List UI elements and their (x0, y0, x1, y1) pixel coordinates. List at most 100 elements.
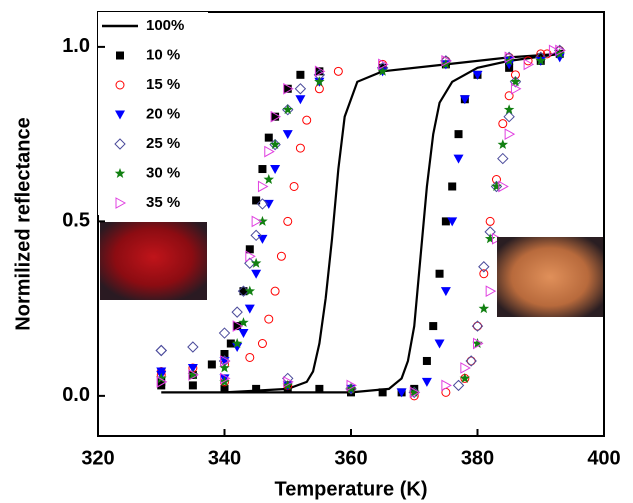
marker-square (454, 130, 463, 139)
y-tick-label: 0.0 (62, 384, 90, 406)
marker-star (238, 317, 249, 328)
marker-diamond (497, 152, 509, 165)
marker-square (315, 384, 324, 393)
legend-label: 25 % (146, 135, 180, 152)
marker-triangle (270, 110, 282, 123)
marker-circle (264, 314, 274, 324)
marker-square (283, 84, 292, 93)
marker-diamond (465, 355, 477, 367)
marker-diamond (478, 261, 490, 273)
marker-circle (485, 216, 495, 226)
marker-star (510, 76, 521, 87)
marker-star (263, 174, 275, 184)
legend-box (98, 12, 208, 215)
marker-circle (245, 352, 255, 362)
marker-circle (302, 115, 312, 125)
marker-triangle (491, 232, 503, 245)
marker-square (271, 112, 280, 121)
marker-circle (473, 321, 482, 331)
marker-square (315, 67, 324, 76)
marker-diamond (256, 198, 269, 210)
marker-diamond (155, 344, 167, 357)
marker-circle (283, 216, 293, 226)
marker-triangle (283, 82, 294, 95)
marker-star (269, 139, 281, 150)
marker-star (478, 303, 490, 314)
inset-photo-red (100, 222, 207, 300)
marker-star (377, 65, 388, 76)
marker-triangle (115, 110, 125, 120)
marker-triangle (295, 95, 306, 105)
marker-star (231, 338, 243, 348)
marker-star (114, 168, 126, 178)
marker-triangle (244, 304, 255, 314)
marker-triangle (232, 320, 244, 332)
marker-triangle (156, 376, 168, 388)
marker-diamond (250, 229, 262, 242)
marker-triangle (251, 215, 263, 228)
marker-diamond (231, 306, 243, 318)
marker-square (296, 70, 305, 79)
marker-square (220, 384, 229, 393)
marker-star (257, 215, 268, 226)
marker-circle (257, 339, 267, 349)
marker-circle (504, 91, 514, 101)
data-layer (155, 44, 566, 401)
marker-star (491, 180, 502, 191)
y-tick-label: 1.0 (62, 35, 90, 57)
marker-star (219, 362, 230, 373)
marker-triangle (504, 128, 516, 140)
y-axis-title: Normilized reflectance (12, 117, 34, 330)
marker-diamond (218, 327, 231, 339)
marker-square (435, 269, 444, 278)
marker-triangle (257, 234, 268, 244)
marker-square (116, 51, 124, 60)
marker-star (187, 369, 199, 380)
marker-triangle (156, 367, 167, 377)
marker-star (282, 104, 293, 115)
marker-circle (115, 80, 125, 90)
marker-diamond (114, 138, 126, 150)
marker-circle (270, 286, 280, 296)
legend-label: 15 % (146, 76, 180, 93)
y-tick-label: 0.5 (62, 210, 90, 232)
marker-triangle (115, 197, 127, 209)
marker-square (441, 217, 450, 226)
marker-triangle (441, 379, 452, 392)
marker-square (233, 322, 242, 331)
marker-circle (276, 251, 286, 261)
marker-triangle (554, 53, 565, 63)
marker-square (422, 356, 431, 365)
marker-triangle (421, 377, 432, 387)
marker-triangle (314, 65, 326, 78)
marker-triangle (238, 329, 249, 339)
marker-circle (295, 143, 305, 153)
marker-diamond (503, 110, 515, 123)
marker-star (472, 338, 483, 348)
marker-triangle (440, 287, 451, 297)
marker-triangle (270, 165, 281, 175)
marker-triangle (251, 269, 262, 279)
marker-square (239, 287, 248, 296)
marker-triangle (523, 58, 535, 71)
marker-star (156, 372, 167, 383)
marker-square (220, 349, 229, 358)
marker-diamond (187, 341, 199, 353)
marker-star (484, 233, 496, 244)
marker-triangle (459, 95, 470, 105)
marker-diamond (452, 379, 465, 392)
marker-triangle (220, 372, 231, 385)
legend-label: 35 % (146, 194, 180, 211)
marker-square (429, 322, 438, 331)
marker-square (252, 196, 261, 205)
marker-circle (466, 356, 476, 366)
marker-star (244, 285, 256, 296)
x-tick-label: 380 (461, 447, 494, 469)
marker-star (409, 386, 420, 397)
marker-triangle (510, 82, 522, 95)
marker-triangle (504, 51, 516, 64)
marker-diamond (471, 320, 484, 332)
marker-triangle (473, 337, 484, 350)
marker-triangle (441, 55, 452, 67)
